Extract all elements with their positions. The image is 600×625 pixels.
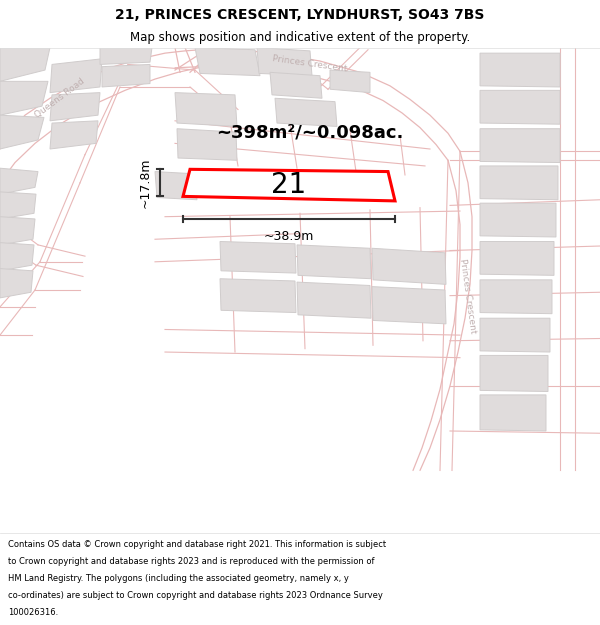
Polygon shape [50,121,98,149]
Polygon shape [0,48,50,81]
Polygon shape [0,269,33,298]
Polygon shape [480,318,550,352]
Polygon shape [330,70,370,92]
Polygon shape [480,203,556,237]
Polygon shape [0,242,34,271]
Polygon shape [0,168,38,194]
Text: Contains OS data © Crown copyright and database right 2021. This information is : Contains OS data © Crown copyright and d… [8,540,386,549]
Polygon shape [0,217,35,245]
Text: 21, PRINCES CRESCENT, LYNDHURST, SO43 7BS: 21, PRINCES CRESCENT, LYNDHURST, SO43 7B… [115,8,485,22]
Polygon shape [480,166,558,200]
Polygon shape [220,241,296,273]
Polygon shape [297,245,371,279]
Polygon shape [50,92,100,121]
Text: Map shows position and indicative extent of the property.: Map shows position and indicative extent… [130,31,470,44]
Polygon shape [275,98,337,126]
Polygon shape [0,115,44,149]
Text: 21: 21 [271,171,307,199]
Polygon shape [297,282,371,318]
Polygon shape [0,81,48,115]
Polygon shape [480,395,546,431]
Polygon shape [177,129,237,160]
Polygon shape [100,48,152,64]
Polygon shape [372,287,446,324]
Text: Princes Crescent: Princes Crescent [458,258,478,334]
Polygon shape [175,92,237,126]
Text: to Crown copyright and database rights 2023 and is reproduced with the permissio: to Crown copyright and database rights 2… [8,557,374,566]
Text: Princes Crescent: Princes Crescent [272,54,348,73]
Text: co-ordinates) are subject to Crown copyright and database rights 2023 Ordnance S: co-ordinates) are subject to Crown copyr… [8,591,383,600]
Text: Queens Road: Queens Road [34,77,86,120]
Polygon shape [50,59,102,92]
Text: HM Land Registry. The polygons (including the associated geometry, namely x, y: HM Land Registry. The polygons (includin… [8,574,349,583]
Polygon shape [480,356,548,391]
Polygon shape [480,280,552,314]
Polygon shape [480,91,560,124]
Polygon shape [195,48,260,76]
Text: 100026316.: 100026316. [8,608,58,618]
Polygon shape [480,53,560,87]
Polygon shape [372,248,446,284]
Polygon shape [480,129,560,162]
Text: ~38.9m: ~38.9m [264,230,314,243]
Polygon shape [220,279,296,312]
Polygon shape [0,192,36,219]
Polygon shape [102,64,150,87]
Polygon shape [183,169,395,201]
Polygon shape [270,72,322,98]
Polygon shape [155,172,197,200]
Text: ~398m²/~0.098ac.: ~398m²/~0.098ac. [217,123,404,141]
Polygon shape [257,48,312,76]
Polygon shape [480,241,554,276]
Text: ~17.8m: ~17.8m [139,158,152,208]
